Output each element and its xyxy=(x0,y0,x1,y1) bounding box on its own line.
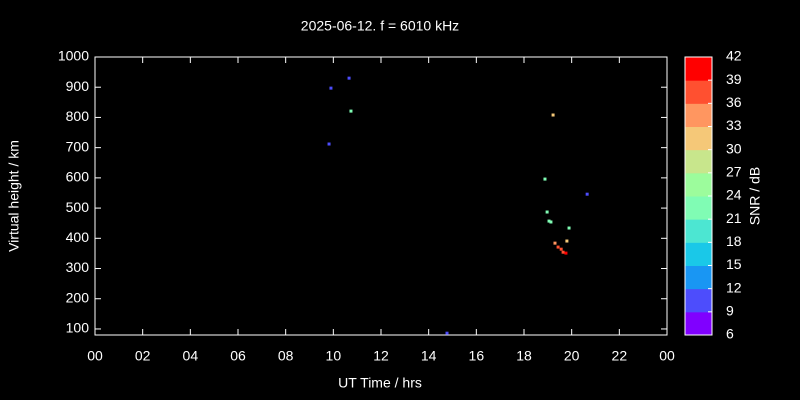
point xyxy=(567,226,571,230)
point xyxy=(551,113,555,117)
point xyxy=(329,86,333,90)
point xyxy=(327,142,331,146)
x-tick-label: 00 xyxy=(87,348,103,364)
x-tick-label: 12 xyxy=(373,348,389,364)
colorbar-band xyxy=(685,126,712,151)
point xyxy=(349,109,353,113)
colorbar-tick-label: 24 xyxy=(726,187,742,203)
point xyxy=(543,177,547,181)
y-tick-label: 800 xyxy=(66,108,90,124)
point xyxy=(565,239,569,243)
colorbar-tick-label: 27 xyxy=(726,164,742,180)
colorbar-band xyxy=(685,103,712,127)
y-axis-label: Virtual height / km xyxy=(6,140,22,252)
x-tick-label: 04 xyxy=(183,348,199,364)
y-tick-label: 100 xyxy=(66,320,90,336)
y-tick-label: 1000 xyxy=(58,48,89,64)
y-tick-label: 400 xyxy=(66,229,90,245)
y-tick-label: 500 xyxy=(66,199,90,215)
x-axis-label: UT Time / hrs xyxy=(338,375,422,391)
x-tick-label: 10 xyxy=(326,348,342,364)
colorbar-tick-label: 36 xyxy=(726,94,742,110)
point xyxy=(547,219,551,223)
colorbar-band xyxy=(685,288,712,313)
x-tick-label: 20 xyxy=(564,348,580,364)
colorbar-band xyxy=(685,80,712,104)
colorbar-tick-label: 6 xyxy=(726,326,734,342)
colorbar-tick-label: 18 xyxy=(726,233,742,249)
y-tick-label: 300 xyxy=(66,259,90,275)
colorbar-band xyxy=(685,265,712,290)
x-tick-label: 00 xyxy=(659,348,675,364)
colorbar-band xyxy=(685,311,712,336)
colorbar-label: SNR / dB xyxy=(747,167,763,225)
point xyxy=(549,220,553,224)
point xyxy=(545,210,549,214)
colorbar-tick-label: 9 xyxy=(726,303,734,319)
colorbar-tick-label: 21 xyxy=(726,210,742,226)
colorbar-tick-label: 42 xyxy=(726,48,742,64)
colorbar-tick-label: 39 xyxy=(726,71,742,87)
colorbar-tick-label: 33 xyxy=(726,117,742,133)
point xyxy=(347,76,351,80)
colorbar-band xyxy=(685,219,712,243)
colorbar-band xyxy=(685,172,712,197)
y-tick-label: 600 xyxy=(66,169,90,185)
colorbar-band xyxy=(685,149,712,174)
point xyxy=(559,247,563,251)
colorbar-band xyxy=(685,196,712,220)
x-tick-label: 08 xyxy=(278,348,294,364)
plot-frame xyxy=(94,56,668,336)
point xyxy=(445,331,449,335)
colorbar-band xyxy=(685,242,712,266)
colorbar-tick-label: 12 xyxy=(726,279,742,295)
x-tick-label: 02 xyxy=(135,348,151,364)
y-tick-label: 900 xyxy=(66,78,90,94)
y-tick-label: 200 xyxy=(66,289,90,305)
point xyxy=(585,192,589,196)
x-tick-label: 18 xyxy=(516,348,532,364)
point xyxy=(561,250,565,254)
chart-title: 2025-06-12. f = 6010 kHz xyxy=(301,18,459,34)
x-tick-label: 16 xyxy=(469,348,485,364)
colorbar-tick-label: 15 xyxy=(726,256,742,272)
x-tick-label: 22 xyxy=(612,348,628,364)
y-tick-label: 700 xyxy=(66,138,90,154)
colorbar-tick-label: 30 xyxy=(726,140,742,156)
point xyxy=(553,241,557,245)
point xyxy=(564,251,568,255)
x-tick-label: 14 xyxy=(421,348,437,364)
x-tick-label: 06 xyxy=(230,348,246,364)
colorbar-band xyxy=(685,57,712,81)
point xyxy=(556,245,560,249)
